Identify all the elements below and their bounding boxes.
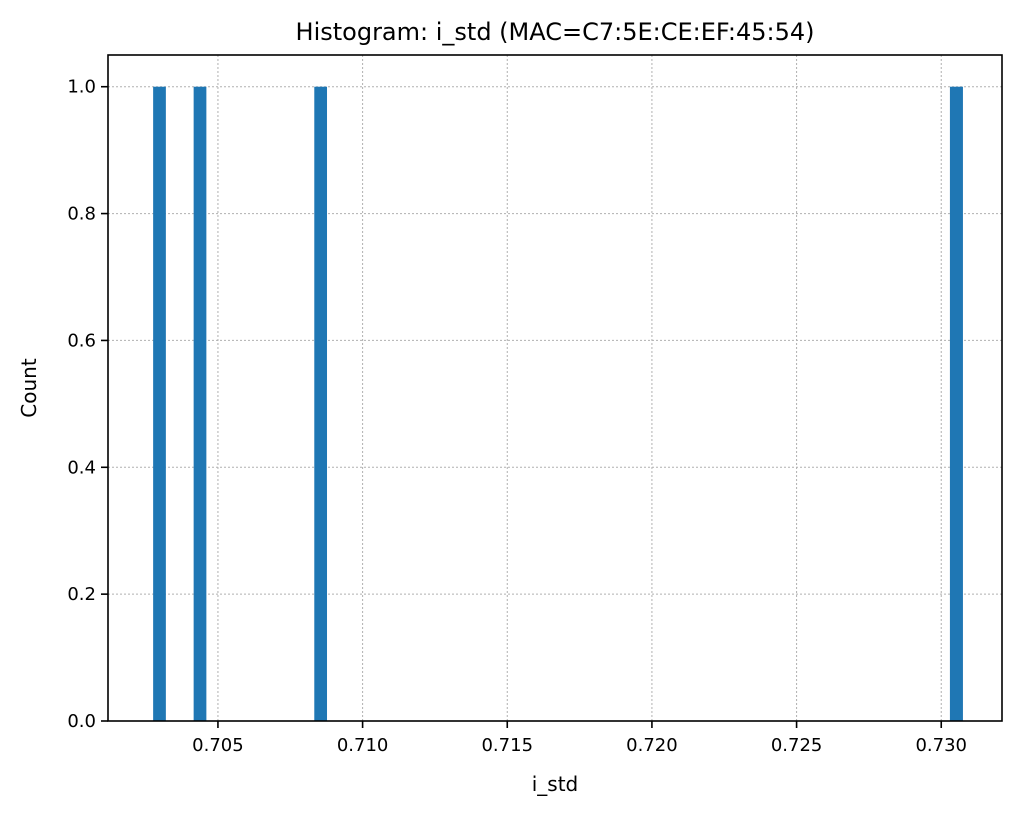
y-tick-label: 0.8 (67, 204, 96, 225)
x-axis-label: i_std (532, 772, 579, 796)
x-tick-label: 0.715 (481, 735, 533, 756)
histogram-bar (949, 86, 963, 721)
chart-title: Histogram: i_std (MAC=C7:5E:CE:EF:45:54) (296, 18, 815, 46)
x-tick-label: 0.720 (626, 735, 678, 756)
x-tick-label: 0.710 (337, 735, 389, 756)
y-tick-label: 0.0 (67, 711, 96, 732)
plot-frame (107, 54, 1003, 722)
x-tick-label: 0.730 (915, 735, 967, 756)
histogram-bar (314, 86, 328, 721)
grid-layer (108, 55, 1002, 722)
y-axis-label: Count (17, 358, 41, 418)
y-axis-ticks: 0.0 0.2 0.4 0.6 0.8 1.0 (67, 77, 108, 732)
histogram-bar (153, 86, 166, 721)
x-tick-label: 0.705 (192, 735, 244, 756)
histogram-bar (193, 86, 207, 721)
y-tick-label: 0.6 (67, 330, 96, 351)
y-tick-label: 1.0 (67, 77, 96, 98)
y-tick-label: 0.2 (67, 584, 96, 605)
x-axis-ticks: 0.705 0.710 0.715 0.720 0.725 0.730 (192, 721, 967, 756)
bars-layer (153, 86, 963, 721)
x-tick-label: 0.725 (771, 735, 823, 756)
y-tick-label: 0.4 (67, 457, 96, 478)
